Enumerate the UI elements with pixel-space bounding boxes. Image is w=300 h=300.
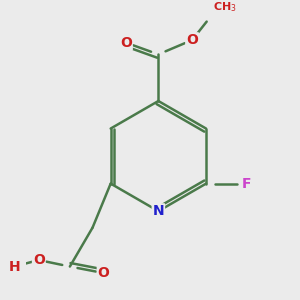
Text: O: O: [186, 33, 198, 47]
Text: O: O: [120, 36, 132, 50]
Text: O: O: [33, 253, 45, 267]
Text: F: F: [242, 177, 251, 190]
Text: H: H: [8, 260, 20, 274]
Text: CH$_3$: CH$_3$: [213, 0, 237, 14]
Text: O: O: [98, 266, 110, 280]
Text: N: N: [153, 204, 164, 218]
